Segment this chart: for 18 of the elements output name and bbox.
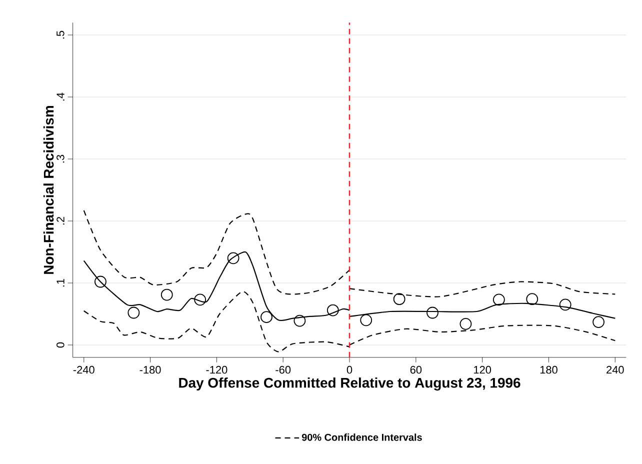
x-tick-label: -240 bbox=[73, 366, 94, 374]
x-tick-label: 180 bbox=[540, 366, 558, 374]
x-tick-label: 240 bbox=[606, 366, 624, 374]
x-tick-label: 0 bbox=[346, 366, 352, 374]
y-tick-label: 0 bbox=[56, 342, 64, 348]
x-tick-label: -120 bbox=[206, 366, 228, 374]
x-tick-label: 60 bbox=[410, 366, 422, 374]
y-tick-label: .1 bbox=[56, 278, 64, 287]
x-axis-title: Day Offense Committed Relative to August 23, 1996 bbox=[179, 378, 520, 391]
y-tick-label: .5 bbox=[56, 30, 64, 39]
x-tick-label: -180 bbox=[140, 366, 161, 374]
x-tick-label: 120 bbox=[474, 366, 492, 374]
y-tick-label: .3 bbox=[56, 154, 64, 163]
legend-label: 90% Confidence Intervals bbox=[302, 434, 422, 441]
x-tick-label: -60 bbox=[276, 366, 291, 374]
y-axis-title: Non-Financial Recidivism bbox=[43, 106, 54, 274]
y-tick-label: .2 bbox=[56, 216, 64, 225]
y-tick-label: .4 bbox=[56, 92, 64, 101]
